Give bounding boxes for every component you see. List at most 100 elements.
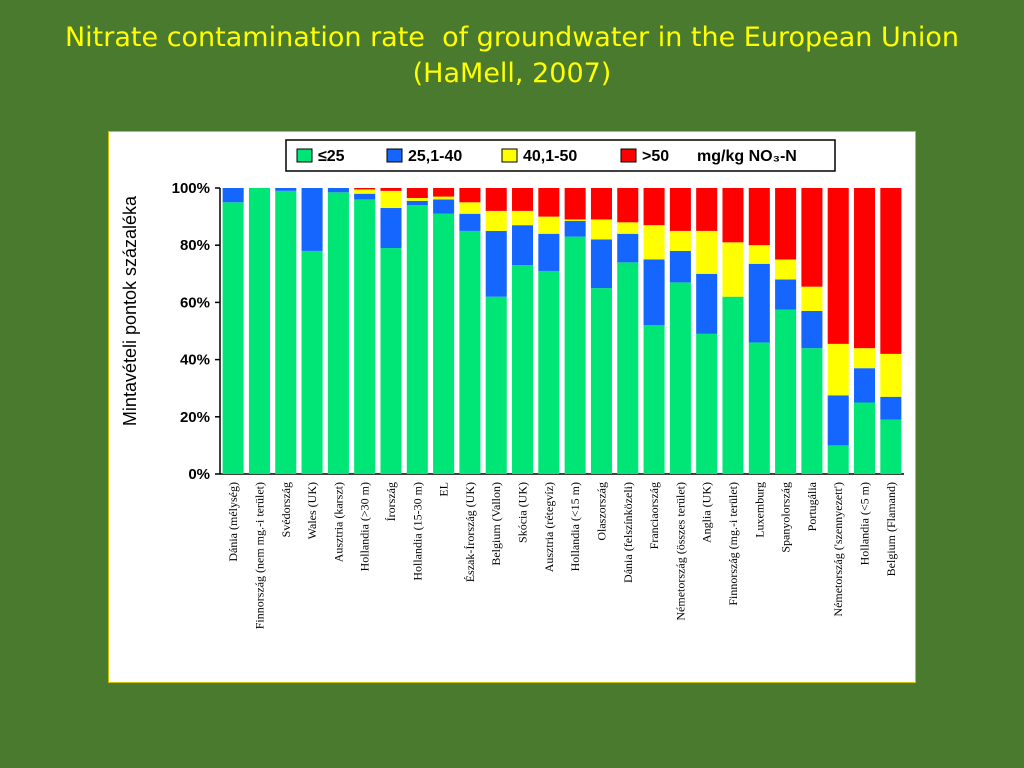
bar-segment [327,192,349,474]
category-label: Skócia (UK) [516,482,530,543]
bar-group [222,188,244,475]
bar-group [459,188,481,474]
bar-group [801,188,823,474]
legend-swatch-2 [386,148,403,163]
category-label: Hollandia (<15 m) [568,482,582,571]
bar-segment [775,309,797,474]
bar-segment [669,282,691,474]
bar-segment [696,230,718,274]
stacked-bar-chart: ≤25 25,1-40 40,1-50 >50 mg/kg NO₃-N 0% 20% 40% 6… [120,139,904,629]
bar-segment [854,188,876,349]
legend-label-1: ≤25 [318,148,345,165]
bar-segment [275,190,297,475]
bar-segment [617,188,639,223]
bar-segment [485,210,507,231]
bar-segment [696,188,718,231]
bar-segment [406,200,428,206]
bar-segment [775,188,797,260]
bar-segment [643,259,665,326]
category-label: EL [437,482,451,497]
bar-segment [590,188,612,220]
bar-segment [301,188,323,251]
bar-group [669,188,691,474]
bar-group [354,188,376,474]
bar-segment [801,348,823,474]
y-tick-label: 0% [188,466,210,483]
bar-segment [222,188,244,203]
bar-segment [617,233,639,263]
category-label: Olaszország [594,482,608,541]
bar-group [775,188,797,474]
bar-segment [643,225,665,260]
category-label: Ausztria (rétegvíz) [542,482,556,572]
bar-group [827,188,849,474]
bar-segment [222,202,244,475]
bar-segment [380,188,402,191]
bar-segment [538,216,560,234]
bar-segment [301,250,323,474]
bar-segment [827,445,849,474]
category-label: Hollandia (<5 m) [858,482,872,565]
bar-segment [354,189,376,194]
bar-segment [827,343,849,396]
bar-segment [722,188,744,243]
bar-group [248,188,270,474]
bar-segment [512,210,534,226]
category-label: Anglia (UK) [700,482,714,543]
bar-segment [512,225,534,266]
bar-segment [564,219,586,221]
bar-segment [880,188,902,354]
legend: ≤25 25,1-40 40,1-50 >50 mg/kg NO₃-N [285,139,836,172]
legend-unit: mg/kg NO₃-N [697,148,797,165]
bar-segment [275,188,297,191]
legend-swatch-4 [620,148,637,163]
bar-group [643,188,665,474]
legend-label-2: 25,1-40 [408,148,462,165]
category-label: Finnország (mg.-i terület) [726,482,740,606]
bar-segment [564,220,586,237]
category-label: Franciaország [647,482,661,549]
bar-group [696,188,718,474]
bar-segment [880,396,902,420]
bar-segment [590,219,612,240]
bar-segment [801,310,823,349]
bar-segment [512,188,534,211]
bar-group [564,188,586,474]
bar-segment [775,259,797,280]
bar-group [301,188,323,474]
bar-segment [459,230,481,474]
chart-panel: ≤25 25,1-40 40,1-50 >50 mg/kg NO₃-N 0% 20% 40% 6… [108,131,916,683]
bar-segment [801,188,823,287]
bar-group [275,188,297,475]
bar-segment [485,188,507,211]
bar-segment [880,353,902,397]
bar-segment [406,205,428,474]
legend-box [285,139,836,172]
bar-group [722,188,744,474]
bar-segment [617,222,639,234]
bar-segment [433,213,455,474]
bar-segment [669,188,691,231]
bar-segment [590,239,612,289]
category-label: Ausztria (karszt) [331,482,345,562]
bar-segment [406,188,428,199]
legend-swatch-1 [296,148,313,163]
bar-group [485,188,507,474]
bar-segment [406,198,428,201]
bar-segment [880,419,902,474]
bar-segment [590,288,612,474]
bar-segment [433,196,455,200]
bar-segment [801,286,823,311]
category-label: Svédország [279,482,293,537]
category-label: Dánia (mélység) [226,482,240,562]
bar-segment [669,230,691,251]
category-label: Finnország (nem mg.-i terület) [252,482,266,629]
y-axis-label: Mintavételi pontok százaléka [120,195,140,426]
legend-label-3: 40,1-50 [523,148,577,165]
bar-group [854,188,876,474]
title-line-2: (HaMell, 2007) [412,58,612,89]
slide-title: Nitrate contamination rate of groundwate… [0,20,1024,92]
bar-segment [696,333,718,474]
title-line-1: Nitrate contamination rate of groundwate… [64,22,960,53]
bar-segment [696,273,718,334]
